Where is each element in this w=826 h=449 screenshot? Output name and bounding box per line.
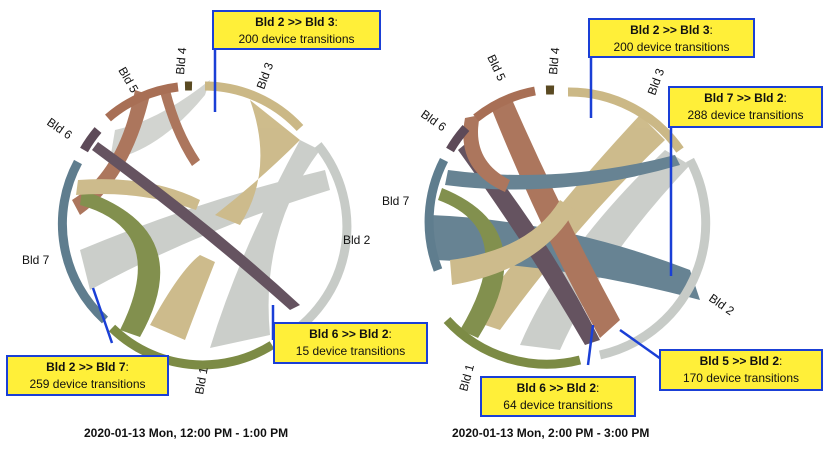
callout-text: 259 device transitions (29, 377, 146, 391)
ribbon-bld5-bld7 (72, 90, 150, 215)
ribbon-bld5-bld6-r (463, 115, 510, 192)
arc-bld6-r (446, 125, 470, 153)
ribbon-bld2-bld3 (215, 100, 300, 225)
label-bld4-r: Bld 4 (546, 46, 562, 75)
ribbon-bld1-bld3 (150, 255, 215, 340)
arc-bld3 (204, 81, 304, 132)
label-bld7: Bld 7 (22, 253, 50, 267)
callout-text: 288 device transitions (687, 108, 804, 122)
callout-title: Bld 2 >> Bld 3 (255, 15, 335, 29)
ribbon-bld5-bld3 (160, 90, 200, 166)
arcs-left (57, 81, 352, 370)
arc-bld2-r (599, 157, 711, 360)
callout-title: Bld 2 >> Bld 3 (630, 23, 710, 37)
callout-text: 200 device transitions (238, 32, 355, 46)
arc-bld5 (105, 82, 179, 122)
arcs-right (424, 85, 711, 369)
ribbon-bld7-bld3 (76, 179, 200, 210)
ribbon-bld1-bld3-r (450, 200, 575, 285)
arc-bld5-r (473, 86, 536, 122)
callout-left-bld2-bld3: Bld 2 >> Bld 3: 200 device transitions (212, 10, 381, 50)
callout-left-bld2-bld7: Bld 2 >> Bld 7: 259 device transitions (6, 355, 169, 396)
chord-diagram-left: Bld 1 Bld 2 Bld 3 Bld 4 Bld 5 Bld 6 Bld … (22, 30, 371, 440)
label-bld2: Bld 2 (343, 233, 371, 247)
arc-bld1-r (443, 316, 582, 369)
callout-left-bld6-bld2: Bld 6 >> Bld 2: 15 device transitions (273, 322, 428, 364)
callout-right-bld6-bld2: Bld 6 >> Bld 2: 64 device transitions (480, 376, 636, 417)
label-bld4: Bld 4 (173, 46, 189, 75)
caption-left: 2020-01-13 Mon, 12:00 PM - 1:00 PM (84, 426, 288, 440)
ribbon-bld7-bld1-r (438, 188, 505, 338)
label-bld3: Bld 3 (254, 60, 277, 91)
arc-bld7 (57, 159, 109, 324)
callout-title: Bld 6 >> Bld 2 (516, 381, 596, 395)
label-bld3-r: Bld 3 (645, 66, 668, 97)
ribbon-bld7-bld1 (80, 190, 161, 337)
label-bld1-r: Bld 1 (456, 362, 477, 392)
callout-title: Bld 2 >> Bld 7 (46, 360, 126, 374)
arc-bld6 (80, 127, 102, 153)
caption-right: 2020-01-13 Mon, 2:00 PM - 3:00 PM (452, 426, 649, 440)
callout-text: 64 device transitions (503, 398, 613, 412)
ribbon-bld6-bld2 (92, 142, 300, 310)
callout-text: 15 device transitions (295, 344, 406, 358)
leader-bld6-bld2-right (586, 324, 595, 366)
leader-bld2-bld7-left (91, 287, 114, 344)
callout-title: Bld 5 >> Bld 2 (699, 354, 779, 368)
callout-text: 200 device transitions (613, 40, 730, 54)
labels-left: Bld 1 Bld 2 Bld 3 Bld 4 Bld 5 Bld 6 Bld … (22, 46, 371, 395)
label-bld6: Bld 6 (44, 115, 75, 142)
label-bld7-r: Bld 7 (382, 194, 410, 208)
chord-diagram-right: Bld 1 Bld 2 Bld 3 Bld 4 Bld 5 Bld 6 Bld … (382, 30, 737, 440)
arc-bld1 (108, 324, 275, 370)
ribbons-left (72, 80, 330, 348)
label-bld1: Bld 1 (192, 366, 211, 396)
callout-right-bld5-bld2: Bld 5 >> Bld 2: 170 device transitions (659, 349, 823, 391)
label-bld2-r: Bld 2 (706, 291, 737, 318)
ribbons-right (430, 95, 700, 350)
arc-bld7-r (424, 157, 449, 272)
label-bld6-r: Bld 6 (418, 107, 449, 134)
callout-title: Bld 6 >> Bld 2 (309, 327, 389, 341)
callout-right-bld2-bld3: Bld 2 >> Bld 3: 200 device transitions (588, 18, 755, 58)
callout-text: 170 device transitions (682, 371, 800, 385)
label-bld5-r: Bld 5 (484, 52, 508, 83)
callout-title: Bld 7 >> Bld 2 (704, 91, 784, 105)
callout-right-bld7-bld2: Bld 7 >> Bld 2: 288 device transitions (668, 86, 823, 128)
